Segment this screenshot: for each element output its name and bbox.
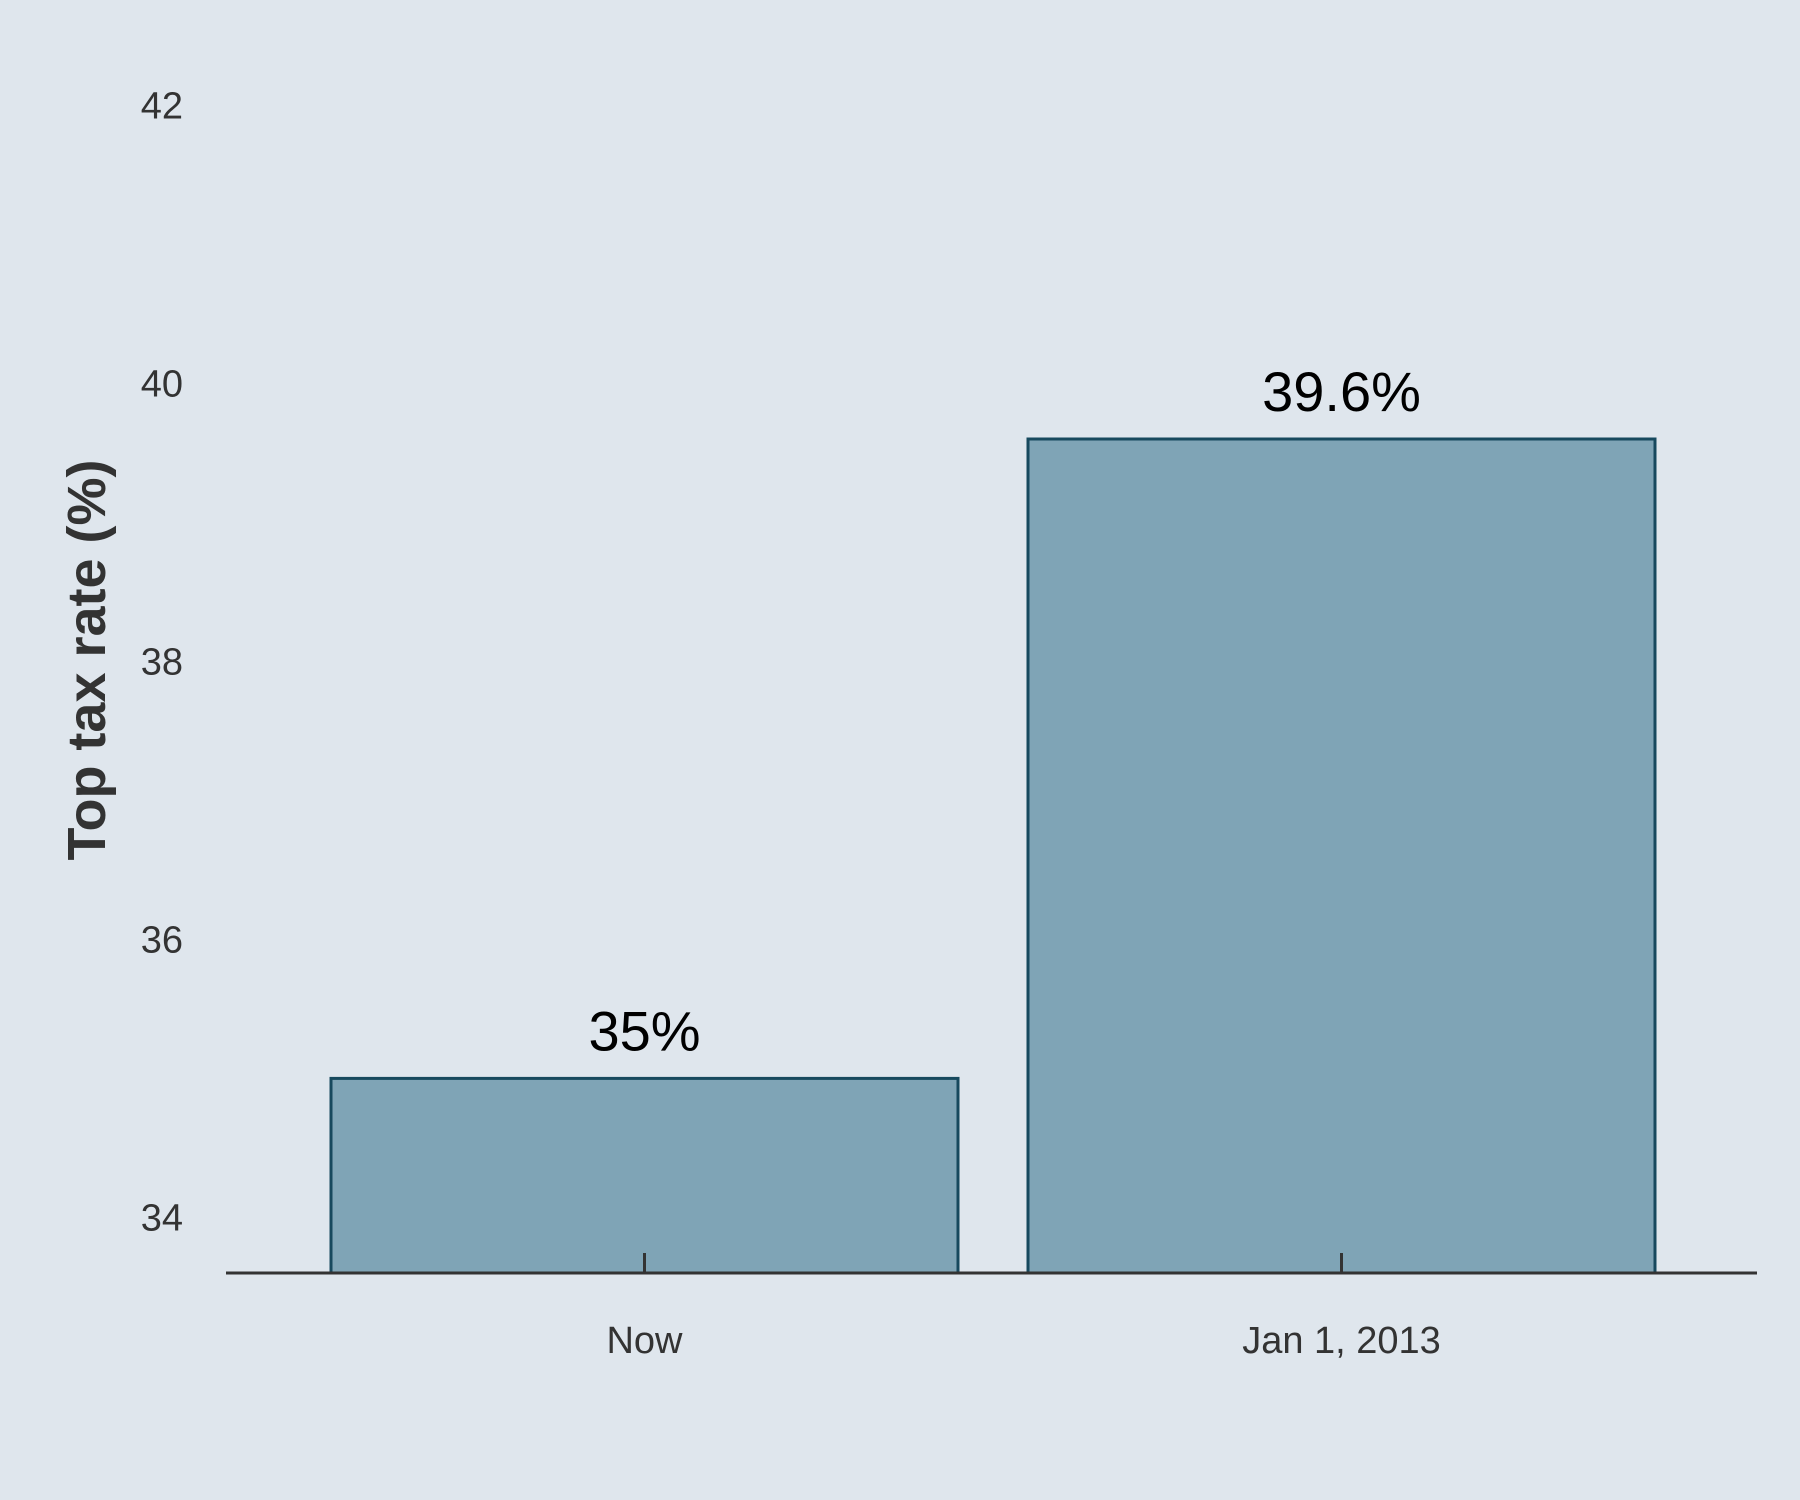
x-tick-label-0: Now <box>606 1320 683 1362</box>
y-tick-label-2: 38 <box>141 641 183 683</box>
y-tick-label-3: 40 <box>141 363 183 405</box>
x-axis-ticks: Now Jan 1, 2013 <box>606 1253 1441 1362</box>
bar-value-label-0: 35% <box>588 999 700 1062</box>
bars: 35% 39.6% <box>329 360 1657 1275</box>
y-tick-label-1: 36 <box>141 919 183 961</box>
bar-value-label-1: 39.6% <box>1262 360 1421 423</box>
y-tick-label-4: 42 <box>141 85 183 127</box>
y-axis-ticks: 34 36 38 40 42 <box>141 85 183 1239</box>
x-tick-label-1: Jan 1, 2013 <box>1242 1320 1441 1362</box>
y-axis-title: Top tax rate (%) <box>57 459 117 860</box>
y-tick-label-0: 34 <box>141 1197 183 1239</box>
bar-0 <box>329 1076 960 1275</box>
bar-1 <box>1026 437 1657 1275</box>
